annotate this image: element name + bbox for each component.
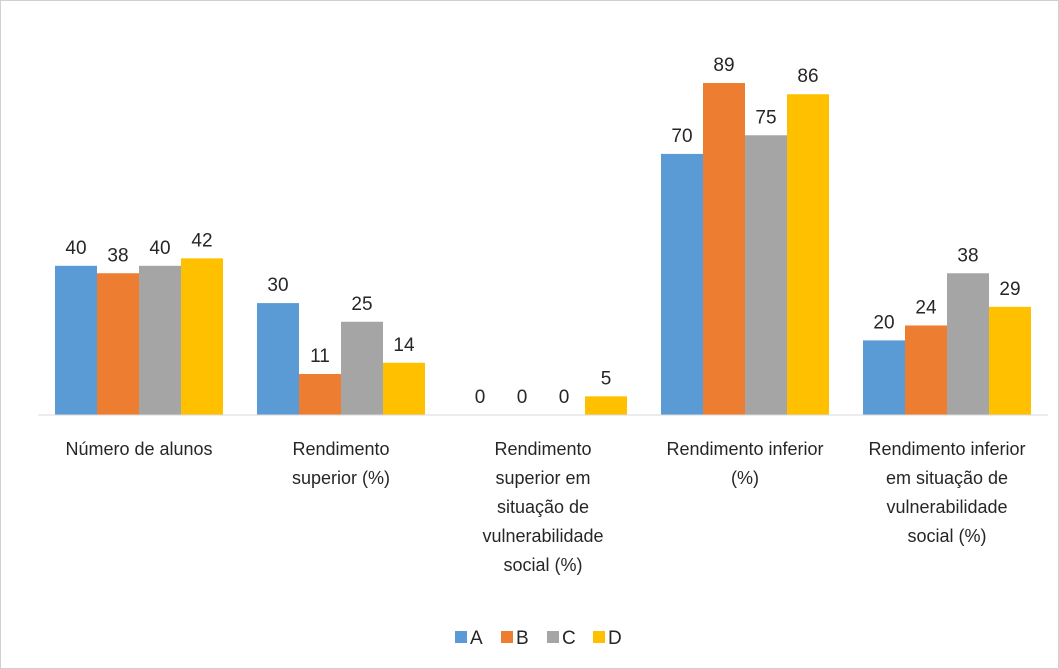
bar xyxy=(787,94,829,415)
bar xyxy=(55,265,97,415)
data-label: 20 xyxy=(873,312,894,333)
data-label: 38 xyxy=(107,245,128,266)
data-label: 11 xyxy=(310,346,330,367)
data-label: 5 xyxy=(601,368,612,389)
legend-swatch xyxy=(547,631,559,643)
bar xyxy=(745,135,787,415)
data-label: 42 xyxy=(191,230,212,251)
data-label: 0 xyxy=(559,387,570,408)
bar xyxy=(905,325,947,415)
data-label: 70 xyxy=(671,126,692,147)
x-tick-label: Rendimento superior em situação de vulne… xyxy=(482,439,604,575)
data-label: 38 xyxy=(957,245,978,266)
bar xyxy=(703,83,745,415)
bar xyxy=(947,273,989,415)
bar xyxy=(299,373,341,415)
bar xyxy=(97,273,139,415)
data-label: 75 xyxy=(755,107,776,128)
bar xyxy=(585,396,627,415)
data-label: 40 xyxy=(65,238,86,259)
bar xyxy=(257,303,299,415)
data-label: 30 xyxy=(267,275,288,296)
bar xyxy=(989,306,1031,415)
legend-label: C xyxy=(562,628,576,649)
bar xyxy=(181,258,223,415)
data-label: 0 xyxy=(517,387,528,408)
x-tick-label: Número de alunos xyxy=(65,439,213,459)
bar xyxy=(863,340,905,415)
data-label: 14 xyxy=(393,335,415,356)
data-label: 0 xyxy=(475,387,486,408)
legend-swatch xyxy=(501,631,513,643)
x-tick-label: Rendimento inferior (%) xyxy=(666,439,824,488)
data-label: 86 xyxy=(797,66,818,87)
data-label: 25 xyxy=(351,294,372,315)
bar xyxy=(383,362,425,415)
x-tick-label: Rendimento superior (%) xyxy=(291,439,391,488)
legend-label: D xyxy=(608,628,622,649)
legend-swatch xyxy=(455,631,467,643)
legend-swatch xyxy=(593,631,605,643)
legend-label: A xyxy=(470,628,483,649)
data-label: 40 xyxy=(149,238,170,259)
legend-label: B xyxy=(516,628,529,649)
x-tick-label: Rendimento inferior em situação de vulne… xyxy=(868,439,1026,546)
data-label: 24 xyxy=(915,297,937,318)
bar xyxy=(661,153,703,415)
data-label: 29 xyxy=(999,279,1020,300)
bar xyxy=(341,321,383,415)
bar xyxy=(139,265,181,415)
data-label: 89 xyxy=(713,55,734,76)
